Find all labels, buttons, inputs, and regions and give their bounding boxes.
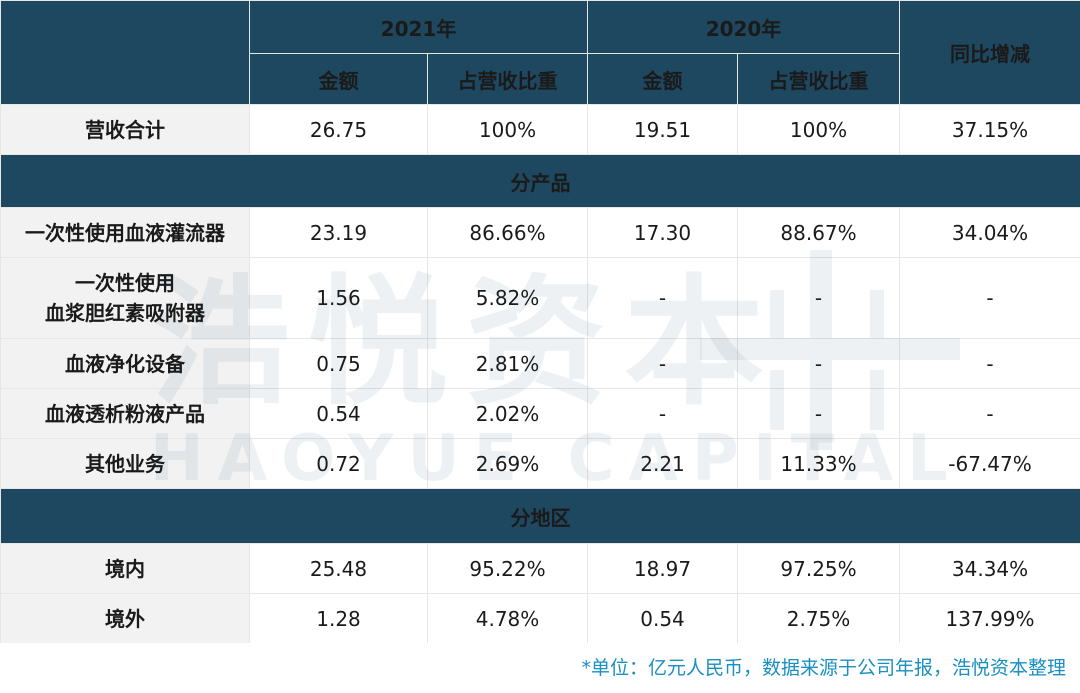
row-label-line: 血浆胆红素吸附器 (45, 301, 205, 325)
row-label: 一次性使用 血浆胆红素吸附器 (0, 257, 250, 339)
row-label: 境内 (0, 543, 250, 594)
cell-amount-2020: - (587, 338, 739, 389)
row-label: 其他业务 (0, 438, 250, 489)
table-row: 境外 1.28 4.78% 0.54 2.75% 137.99% (0, 593, 1080, 644)
cell-yoy: 34.34% (899, 543, 1080, 594)
revenue-table: 2021年 2020年 同比增减 金额 占营收比重 金额 占营收比重 营收合计 … (0, 0, 1080, 644)
cell-yoy: 37.15% (899, 104, 1080, 155)
table-row: 血液净化设备 0.75 2.81% - - - (0, 338, 1080, 389)
header-yoy: 同比增减 (899, 0, 1080, 105)
header-year-2020: 2020年 (587, 0, 901, 54)
cell-share-2020: 11.33% (737, 438, 901, 489)
row-label: 营收合计 (0, 104, 250, 155)
cell-amount-2020: 2.21 (587, 438, 739, 489)
cell-share-2020: 100% (737, 104, 901, 155)
header-share-2020: 占营收比重 (737, 53, 901, 105)
cell-amount-2020: 19.51 (587, 104, 739, 155)
cell-amount-2020: 18.97 (587, 543, 739, 594)
row-label: 血液透析粉液产品 (0, 388, 250, 439)
row-label-line: 一次性使用 (75, 271, 175, 295)
table-row: 血液透析粉液产品 0.54 2.02% - - - (0, 388, 1080, 439)
section-label: 分地区 (0, 488, 1080, 544)
cell-yoy: - (899, 257, 1080, 339)
cell-amount-2021: 1.56 (249, 257, 428, 339)
cell-share-2021: 4.78% (426, 593, 589, 644)
section-row-product: 分产品 (0, 154, 1080, 208)
header-amount-2020: 金额 (587, 53, 739, 105)
section-row-region: 分地区 (0, 488, 1080, 544)
row-label: 血液净化设备 (0, 338, 250, 389)
table-row: 一次性使用 血浆胆红素吸附器 1.56 5.82% - - - (0, 257, 1080, 339)
table-row: 一次性使用血液灌流器 23.19 86.66% 17.30 88.67% 34.… (0, 207, 1080, 258)
footnote-row: *单位：亿元人民币，数据来源于公司年报，浩悦资本整理 (0, 643, 1080, 693)
cell-yoy: - (899, 388, 1080, 439)
cell-amount-2021: 0.75 (249, 338, 428, 389)
cell-amount-2021: 0.54 (249, 388, 428, 439)
table-row: 营收合计 26.75 100% 19.51 100% 37.15% (0, 104, 1080, 155)
row-label: 境外 (0, 593, 250, 644)
cell-amount-2020: 17.30 (587, 207, 739, 258)
cell-share-2020: 97.25% (737, 543, 901, 594)
cell-share-2021: 86.66% (426, 207, 589, 258)
table-row: 境内 25.48 95.22% 18.97 97.25% 34.34% (0, 543, 1080, 594)
cell-amount-2021: 26.75 (249, 104, 428, 155)
cell-share-2020: - (737, 257, 901, 339)
cell-share-2020: - (737, 388, 901, 439)
cell-yoy: 34.04% (899, 207, 1080, 258)
cell-share-2021: 2.81% (426, 338, 589, 389)
header-share-2021: 占营收比重 (426, 53, 589, 105)
cell-yoy: - (899, 338, 1080, 389)
cell-amount-2021: 23.19 (249, 207, 428, 258)
cell-amount-2021: 25.48 (249, 543, 428, 594)
footnote: *单位：亿元人民币，数据来源于公司年报，浩悦资本整理 (581, 657, 1066, 679)
cell-amount-2021: 1.28 (249, 593, 428, 644)
header-year-2021: 2021年 (248, 0, 589, 54)
cell-share-2021: 5.82% (426, 257, 589, 339)
cell-share-2020: 88.67% (737, 207, 901, 258)
cell-amount-2020: - (587, 257, 739, 339)
cell-share-2021: 2.69% (426, 438, 589, 489)
table-row: 其他业务 0.72 2.69% 2.21 11.33% -67.47% (0, 438, 1080, 489)
cell-amount-2020: - (587, 388, 739, 439)
cell-share-2021: 2.02% (426, 388, 589, 439)
cell-yoy: 137.99% (899, 593, 1080, 644)
cell-amount-2020: 0.54 (587, 593, 739, 644)
cell-share-2021: 95.22% (426, 543, 589, 594)
cell-share-2020: - (737, 338, 901, 389)
section-label: 分产品 (0, 154, 1080, 208)
cell-yoy: -67.47% (899, 438, 1080, 489)
cell-share-2020: 2.75% (737, 593, 901, 644)
row-label: 一次性使用血液灌流器 (0, 207, 250, 258)
header-amount-2021: 金额 (249, 53, 428, 105)
corner-cell (0, 0, 250, 105)
cell-amount-2021: 0.72 (249, 438, 428, 489)
cell-share-2021: 100% (426, 104, 589, 155)
